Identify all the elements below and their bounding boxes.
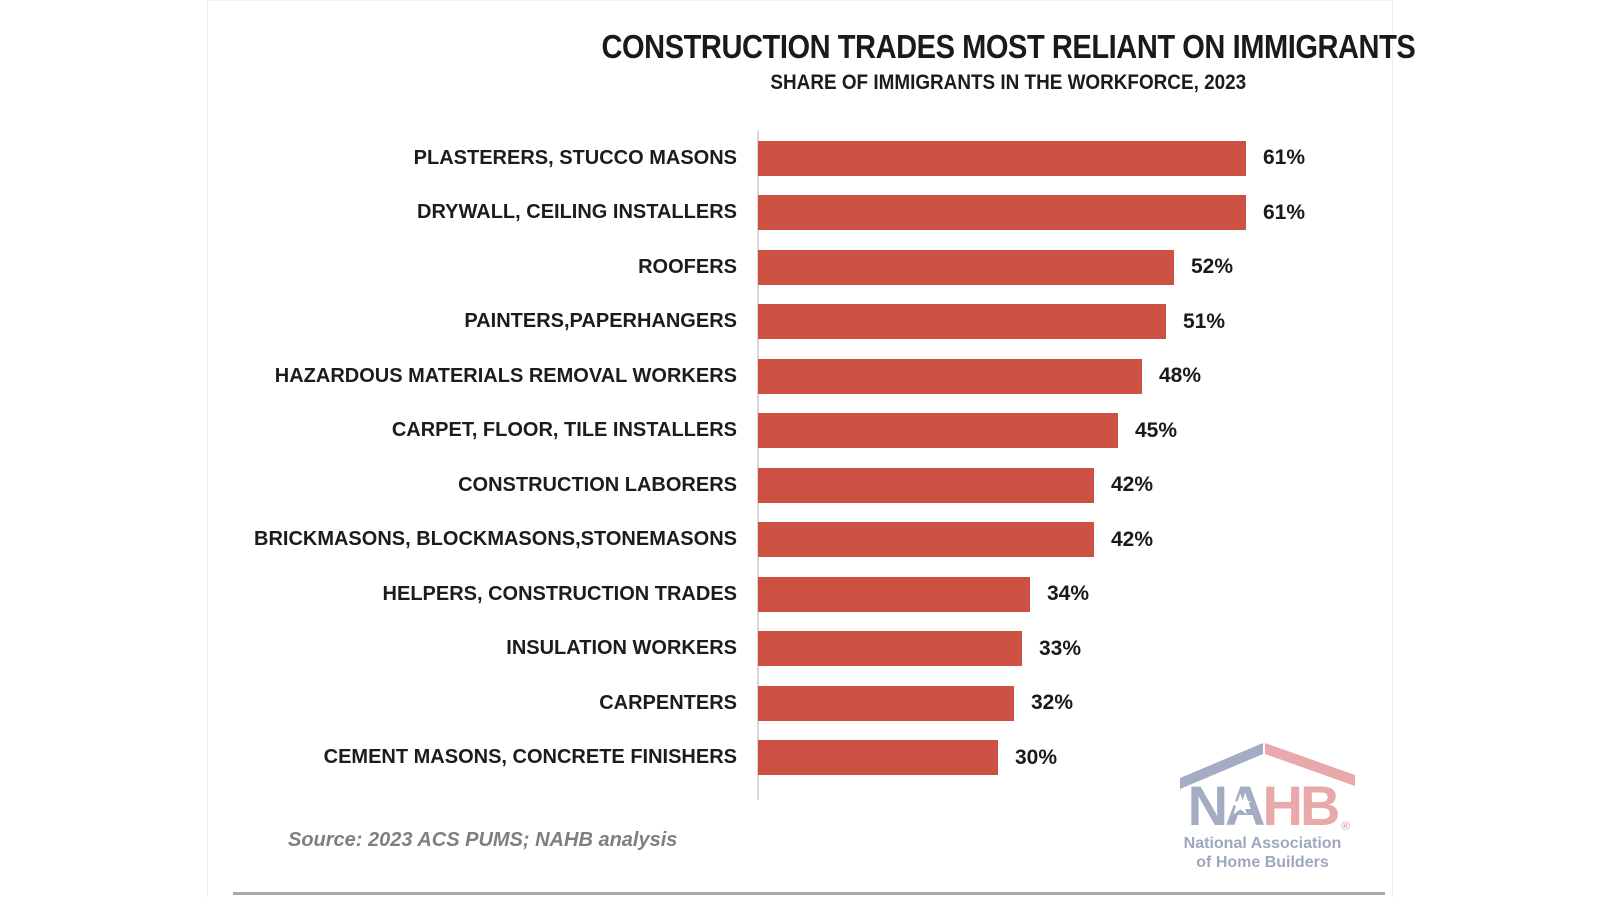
value-label: 45%	[1135, 418, 1178, 442]
category-label: PAINTERS,PAPERHANGERS	[464, 310, 737, 333]
bar-area: 33%	[758, 631, 1380, 667]
category-label: BRICKMASONS, BLOCKMASONS,STONEMASONS	[254, 528, 737, 551]
bar-row: CARPET, FLOOR, TILE INSTALLERS 45%	[230, 404, 1380, 459]
nahb-logo: NAHB ★ ® National Association of Home Bu…	[1145, 738, 1380, 883]
bar-row: BRICKMASONS, BLOCKMASONS,STONEMASONS 42%	[230, 513, 1380, 568]
bar	[758, 467, 1094, 503]
bar-area: 42%	[758, 467, 1380, 503]
value-label: 42%	[1111, 473, 1154, 497]
y-axis-line	[757, 131, 759, 800]
bar-area: 48%	[758, 358, 1380, 394]
bar-row: HELPERS, CONSTRUCTION TRADES 34%	[230, 567, 1380, 622]
bar	[758, 413, 1118, 449]
value-label: 61%	[1263, 200, 1306, 224]
nahb-letters-na: NA	[1187, 774, 1266, 837]
bar-row: INSULATION WORKERS 33%	[230, 622, 1380, 677]
bar	[758, 685, 1014, 721]
bar	[758, 522, 1094, 558]
category-label: INSULATION WORKERS	[506, 637, 737, 660]
value-label: 33%	[1039, 636, 1082, 660]
bar	[758, 576, 1030, 612]
bar-area: 34%	[758, 576, 1380, 612]
bar-row: CARPENTERS 32%	[230, 676, 1380, 731]
bar-chart: PLASTERERS, STUCCO MASONS 61% DRYWALL, C…	[230, 131, 1380, 785]
bar-row: DRYWALL, CEILING INSTALLERS 61%	[230, 186, 1380, 241]
bar	[758, 195, 1246, 231]
bar-area: 52%	[758, 249, 1380, 285]
value-label: 30%	[1015, 745, 1058, 769]
roof-icon	[1180, 743, 1355, 789]
registered-trademark-icon: ®	[1341, 819, 1350, 833]
bar-area: 51%	[758, 304, 1380, 340]
bar-area: 61%	[758, 140, 1380, 176]
bar-area: 45%	[758, 413, 1380, 449]
bottom-divider	[233, 892, 1385, 895]
category-label: DRYWALL, CEILING INSTALLERS	[417, 201, 737, 224]
bar-area: 61%	[758, 195, 1380, 231]
value-label: 42%	[1111, 527, 1154, 551]
bar-row: PLASTERERS, STUCCO MASONS 61%	[230, 131, 1380, 186]
bar-area: 32%	[758, 685, 1380, 721]
bar	[758, 140, 1246, 176]
bar-row: CEMENT MASONS, CONCRETE FINISHERS 30%	[230, 731, 1380, 786]
category-label: CONSTRUCTION LABORERS	[458, 473, 737, 496]
bar	[758, 740, 998, 776]
bar	[758, 631, 1022, 667]
nahb-tagline-line1: National Association	[1183, 835, 1342, 852]
chart-title: CONSTRUCTION TRADES MOST RELIANT ON IMMI…	[601, 28, 1415, 65]
source-note: Source: 2023 ACS PUMS; NAHB analysis	[288, 829, 678, 851]
chart-subtitle: SHARE OF IMMIGRANTS IN THE WORKFORCE, 20…	[770, 71, 1246, 94]
value-label: 32%	[1031, 691, 1074, 715]
bar	[758, 249, 1174, 285]
value-label: 61%	[1263, 146, 1306, 170]
bar-area: 42%	[758, 522, 1380, 558]
nahb-tagline: National Association of Home Builders	[1145, 834, 1380, 872]
bar-row: HAZARDOUS MATERIALS REMOVAL WORKERS 48%	[230, 349, 1380, 404]
bar-area: 30%	[758, 740, 1380, 776]
bar	[758, 304, 1166, 340]
category-label: CARPET, FLOOR, TILE INSTALLERS	[391, 419, 737, 442]
nahb-letters-hb: HB	[1262, 774, 1341, 837]
category-label: HAZARDOUS MATERIALS REMOVAL WORKERS	[274, 364, 737, 387]
nahb-acronym: NAHB ★ ®	[1145, 778, 1380, 834]
value-label: 51%	[1183, 309, 1226, 333]
category-label: ROOFERS	[638, 255, 737, 278]
category-label: CEMENT MASONS, CONCRETE FINISHERS	[323, 746, 737, 769]
value-label: 52%	[1191, 255, 1234, 279]
bar	[758, 358, 1142, 394]
value-label: 48%	[1159, 364, 1202, 388]
category-label: HELPERS, CONSTRUCTION TRADES	[382, 582, 737, 605]
star-icon: ★	[1229, 791, 1252, 819]
category-label: CARPENTERS	[599, 691, 737, 714]
nahb-tagline-line2: of Home Builders	[1196, 854, 1329, 871]
category-label: PLASTERERS, STUCCO MASONS	[413, 146, 737, 169]
bar-row: CONSTRUCTION LABORERS 42%	[230, 458, 1380, 513]
bar-row: ROOFERS 52%	[230, 240, 1380, 295]
bar-row: PAINTERS,PAPERHANGERS 51%	[230, 295, 1380, 350]
value-label: 34%	[1047, 582, 1090, 606]
